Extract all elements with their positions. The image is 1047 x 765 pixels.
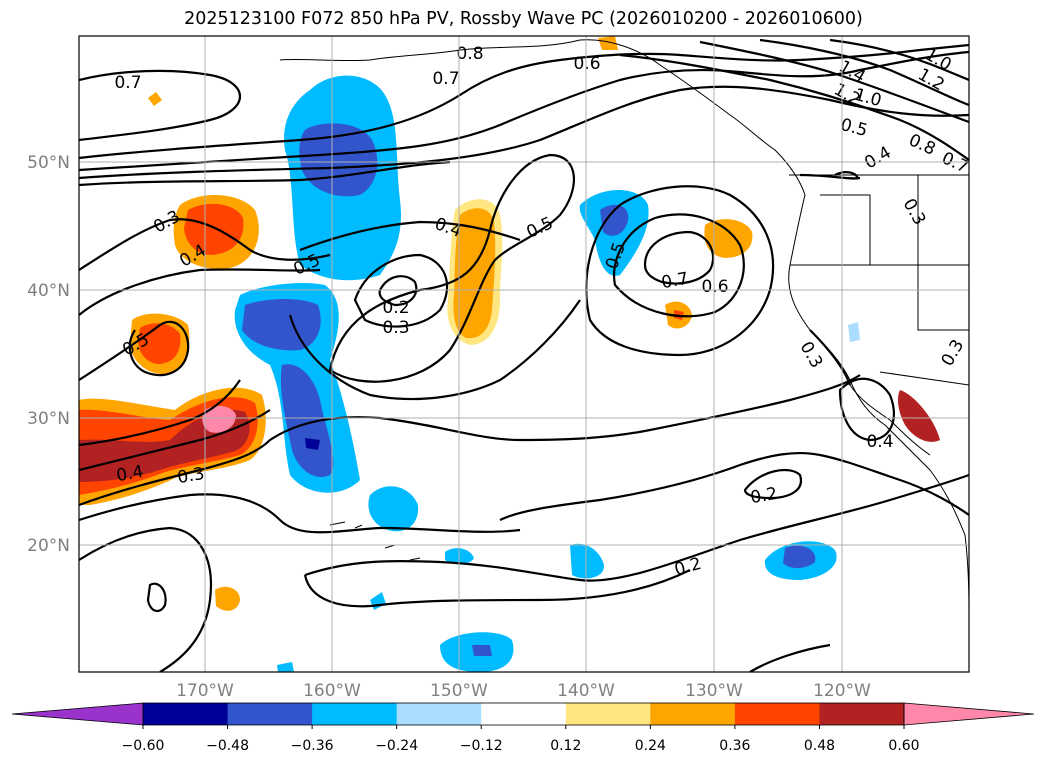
lon-label: 150°W xyxy=(430,681,488,701)
contour-label: 0.7 xyxy=(660,269,690,293)
contour-label: 0.4 xyxy=(115,462,145,486)
gridlines xyxy=(79,36,969,672)
colorbar-bin xyxy=(565,703,651,725)
map-border xyxy=(78,35,970,673)
lon-label: 140°W xyxy=(557,681,615,701)
colorbar-bin xyxy=(396,703,482,725)
colorbar-extend-low xyxy=(11,702,144,726)
colorbar-tick-label: −0.12 xyxy=(460,738,503,754)
contour-label: 0.4 xyxy=(866,432,893,452)
contour-label: 0.7 xyxy=(114,73,141,93)
colorbar-bin xyxy=(227,703,313,725)
contour-label: 0.6 xyxy=(701,277,728,297)
coastlines xyxy=(279,39,969,611)
map-panel xyxy=(79,36,969,672)
pv-shading xyxy=(79,36,940,672)
colorbar-bin xyxy=(143,703,229,725)
map-title: 2025123100 F072 850 hPa PV, Rossby Wave … xyxy=(184,9,863,29)
contour-label: 0.2 xyxy=(382,298,409,318)
colorbar-bin xyxy=(481,703,567,725)
longitude-labels: 170°W 160°W 150°W 140°W 130°W 120°W xyxy=(176,681,871,701)
contour-label: 0.6 xyxy=(573,54,600,74)
colorbar-tick-label: 0.24 xyxy=(635,738,666,754)
colorbar-tick-label: −0.24 xyxy=(375,738,418,754)
lon-label: 160°W xyxy=(303,681,361,701)
colorbar-outline xyxy=(142,702,905,726)
colorbar-tick-label: 0.12 xyxy=(550,738,581,754)
lat-label: 40°N xyxy=(27,281,70,301)
latitude-labels: 50°N 40°N 30°N 20°N xyxy=(27,153,70,556)
colorbar-tick-label: −0.36 xyxy=(291,738,334,754)
lon-label: 170°W xyxy=(176,681,234,701)
colorbar-tick-label: −0.60 xyxy=(122,738,165,754)
pv-contours xyxy=(79,38,969,672)
lat-label: 30°N xyxy=(27,409,70,429)
colorbar-tick-label: 0.48 xyxy=(804,738,835,754)
colorbar-bin xyxy=(650,703,736,725)
contour-label: 0.3 xyxy=(176,464,206,488)
colorbar-tick-label: −0.48 xyxy=(206,738,249,754)
lon-label: 130°W xyxy=(685,681,743,701)
colorbar-bin xyxy=(312,703,398,725)
lat-label: 50°N xyxy=(27,153,70,173)
contour-label: 0.2 xyxy=(749,484,779,508)
colorbar-tick-label: 0.36 xyxy=(719,738,750,754)
contour-label: 0.3 xyxy=(382,318,409,338)
lat-label: 20°N xyxy=(27,536,70,556)
contour-label: 0.7 xyxy=(432,69,459,89)
colorbar-tick-label: 0.60 xyxy=(888,738,919,754)
colorbar xyxy=(11,702,1035,726)
colorbar-ticks: −0.60 −0.48 −0.36 −0.24 −0.12 0.12 0.24 0.36 0.4… xyxy=(122,725,920,754)
colorbar-bin xyxy=(819,703,905,725)
contour-label: 0.8 xyxy=(456,44,483,64)
colorbar-bin xyxy=(734,703,820,725)
colorbar-extend-high xyxy=(903,702,1035,726)
lon-label: 120°W xyxy=(813,681,871,701)
